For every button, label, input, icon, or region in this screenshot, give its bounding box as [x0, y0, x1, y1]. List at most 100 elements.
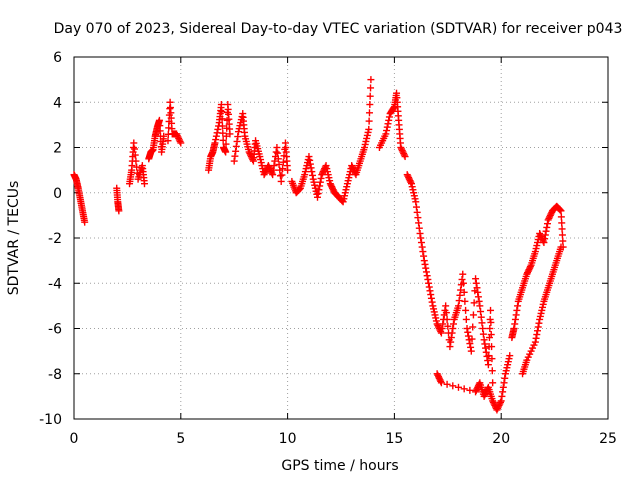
data-point — [486, 325, 494, 332]
data-point — [479, 330, 487, 338]
data-point — [226, 130, 234, 138]
data-point — [132, 157, 140, 165]
data-point — [559, 237, 567, 245]
data-point — [316, 178, 324, 186]
data-point — [499, 383, 507, 391]
data-point — [541, 231, 549, 239]
data-point — [425, 279, 433, 287]
data-point — [131, 151, 139, 159]
data-point — [500, 379, 508, 387]
data-point — [535, 319, 543, 327]
data-point — [367, 84, 375, 92]
data-point — [367, 76, 375, 84]
data-point — [214, 125, 222, 133]
data-point — [400, 151, 408, 159]
data-point — [230, 157, 238, 165]
data-point — [233, 137, 241, 145]
data-point — [444, 322, 452, 330]
data-point — [443, 315, 451, 323]
data-point — [449, 382, 457, 390]
data-point — [474, 288, 482, 296]
data-point — [425, 283, 433, 291]
data-point — [437, 379, 445, 387]
data-point — [420, 257, 428, 265]
data-point — [423, 272, 431, 280]
data-point — [449, 325, 457, 332]
data-point — [437, 377, 445, 385]
data-point — [421, 260, 429, 268]
data-point — [232, 147, 240, 155]
data-point — [212, 132, 220, 140]
data-point — [422, 264, 430, 272]
data-point — [484, 357, 492, 365]
data-point — [556, 205, 564, 213]
data-point — [413, 208, 421, 216]
data-point — [506, 352, 514, 360]
data-point — [279, 158, 287, 166]
data-point — [462, 306, 470, 314]
data-point — [130, 139, 138, 147]
data-point — [510, 325, 518, 332]
data-point — [295, 186, 303, 194]
data-point — [442, 302, 450, 310]
data-point — [466, 386, 474, 394]
data-point — [366, 92, 374, 100]
data-point — [512, 311, 520, 319]
data-point — [473, 284, 481, 292]
data-point — [272, 148, 280, 156]
y-tick-label: 6 — [53, 50, 62, 66]
data-point — [317, 174, 325, 182]
x-tick-label: 25 — [599, 431, 617, 447]
data-point — [478, 319, 486, 327]
data-point — [415, 219, 423, 227]
data-point — [501, 374, 509, 382]
data-point — [469, 323, 477, 331]
data-point — [177, 139, 185, 147]
data-point — [514, 302, 522, 310]
x-tick-label: 10 — [279, 431, 297, 447]
data-point — [427, 291, 435, 299]
data-point — [133, 163, 141, 171]
data-point — [458, 275, 466, 283]
data-point — [477, 313, 485, 321]
data-point — [488, 343, 496, 351]
data-point — [487, 318, 495, 326]
y-tick-label: 0 — [53, 186, 62, 202]
y-tick-label: -4 — [48, 276, 62, 292]
data-point — [211, 139, 219, 147]
data-point — [462, 315, 470, 323]
data-point — [275, 160, 283, 168]
data-point — [468, 335, 476, 343]
data-point — [556, 206, 564, 214]
data-point — [532, 334, 540, 342]
data-point — [160, 132, 168, 140]
data-point — [383, 127, 391, 135]
data-point — [533, 331, 541, 339]
data-point — [428, 298, 436, 306]
data-point — [218, 122, 226, 130]
data-point — [217, 101, 225, 109]
data-point — [415, 224, 423, 232]
data-point — [474, 293, 482, 301]
data-point — [460, 288, 468, 296]
y-axis-label: SDTVAR / TECUs — [6, 181, 22, 296]
data-point — [418, 243, 426, 251]
data-point — [222, 132, 230, 140]
data-point — [460, 385, 468, 393]
data-point — [558, 231, 566, 239]
data-point — [464, 332, 472, 340]
data-point — [459, 279, 467, 287]
data-point — [131, 145, 139, 153]
data-point — [469, 311, 477, 319]
data-point — [557, 243, 565, 251]
data-point — [479, 325, 487, 332]
data-point — [412, 198, 420, 206]
data-point — [269, 171, 277, 179]
data-point — [164, 137, 172, 145]
data-point — [383, 123, 391, 131]
data-point — [464, 328, 472, 336]
data-point — [307, 164, 315, 172]
data-point — [321, 163, 329, 171]
data-point — [176, 137, 184, 145]
